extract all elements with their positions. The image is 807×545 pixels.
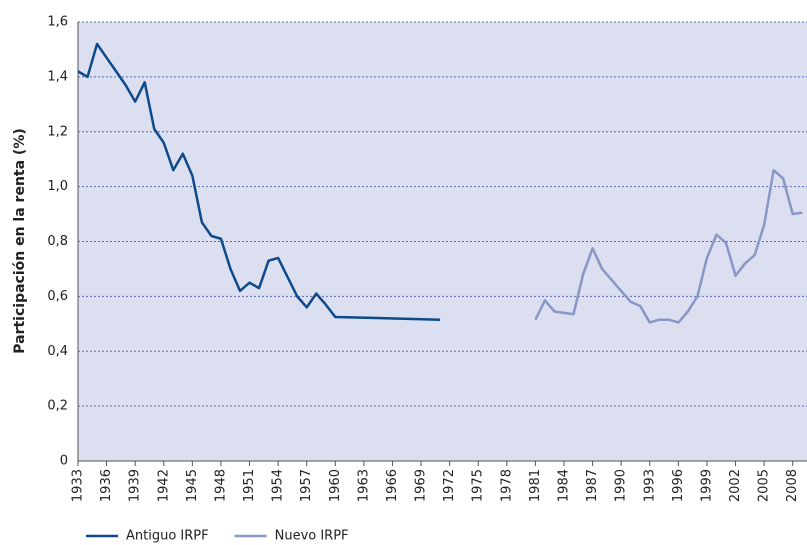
y-tick-label: 1,6 [47, 15, 68, 30]
y-tick-label: 1,2 [47, 124, 68, 139]
x-tick-label: 1990 [614, 469, 629, 502]
x-tick-label: 1954 [271, 469, 286, 502]
x-tick-label: 1960 [328, 469, 343, 502]
x-tick-label: 1936 [99, 469, 114, 502]
x-tick-label: 1969 [414, 469, 429, 502]
legend-label: Antiguo IRPF [126, 529, 209, 544]
x-tick-label: 1948 [213, 469, 228, 502]
y-tick-label: 0,4 [47, 344, 68, 359]
x-tick-label: 1981 [528, 469, 543, 502]
x-tick-label: 1975 [471, 469, 486, 502]
x-tick-label: 1945 [185, 469, 200, 502]
legend-label: Nuevo IRPF [275, 529, 349, 544]
x-tick-label: 1993 [642, 469, 657, 502]
x-tick-label: 1942 [156, 469, 171, 502]
x-tick-label: 1987 [585, 469, 600, 502]
x-tick-label: 1939 [128, 469, 143, 502]
y-tick-label: 0,8 [47, 234, 68, 249]
x-tick-label: 2008 [785, 469, 800, 502]
y-tick-label: 1,0 [47, 179, 68, 194]
x-tick-label: 1963 [356, 469, 371, 502]
y-tick-label: 0,6 [47, 289, 68, 304]
x-tick-label: 1933 [71, 469, 86, 502]
x-tick-label: 1999 [699, 469, 714, 502]
x-tick-label: 2002 [728, 469, 743, 502]
x-tick-label: 2005 [757, 469, 772, 502]
x-tick-label: 1984 [557, 469, 572, 502]
x-tick-label: 1957 [299, 469, 314, 502]
y-axis-label: Participación en la renta (%) [12, 128, 28, 354]
x-tick-label: 1951 [242, 469, 257, 502]
x-tick-label: 1966 [385, 469, 400, 502]
x-tick-label: 1978 [499, 469, 514, 502]
y-tick-label: 0 [60, 454, 68, 469]
x-tick-label: 1972 [442, 469, 457, 502]
series-line [534, 168, 803, 324]
y-tick-label: 0,2 [47, 399, 68, 414]
y-tick-label: 1,4 [47, 69, 68, 84]
series-line [77, 42, 441, 321]
x-tick-label: 1996 [671, 469, 686, 502]
